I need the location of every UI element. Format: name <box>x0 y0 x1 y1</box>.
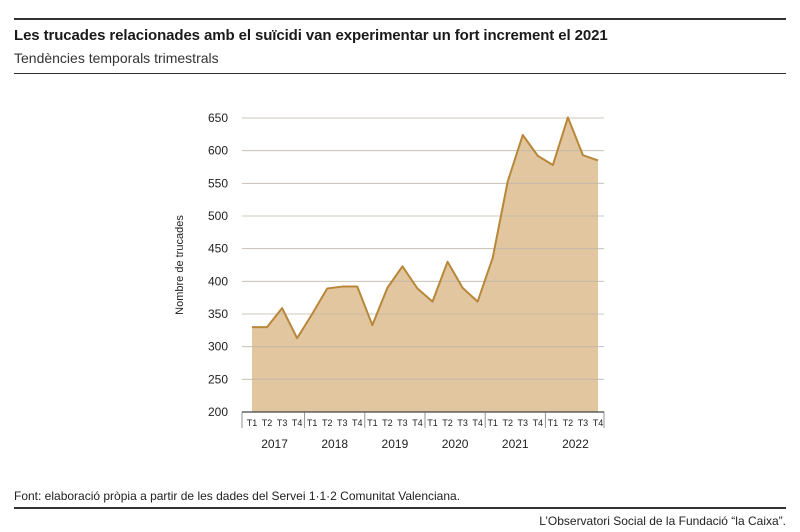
x-tick-quarter: T4 <box>593 418 604 428</box>
x-tick-quarter: T3 <box>397 418 408 428</box>
y-tick-label: 200 <box>208 405 228 419</box>
x-tick-quarter: T2 <box>502 418 513 428</box>
x-tick-quarter: T2 <box>442 418 453 428</box>
x-tick-quarter: T1 <box>548 418 559 428</box>
x-tick-quarter: T3 <box>337 418 348 428</box>
y-tick-label: 250 <box>208 372 228 386</box>
x-tick-quarter: T1 <box>427 418 438 428</box>
y-tick-label: 350 <box>208 307 228 321</box>
y-tick-label: 300 <box>208 340 228 354</box>
x-tick-quarter: T2 <box>382 418 393 428</box>
top-rule <box>14 18 786 20</box>
x-tick-quarter: T3 <box>457 418 468 428</box>
area-fill <box>252 117 598 412</box>
x-tick-year-2021: 2021 <box>502 437 529 451</box>
x-tick-quarter: T3 <box>277 418 288 428</box>
x-tick-quarter: T4 <box>292 418 303 428</box>
x-tick-quarter: T4 <box>352 418 363 428</box>
source-note: Font: elaboració pròpia a partir de les … <box>14 489 461 503</box>
x-tick-quarter: T1 <box>307 418 318 428</box>
x-tick-quarter: T4 <box>412 418 423 428</box>
x-tick-year-2022: 2022 <box>562 437 589 451</box>
x-tick-quarter: T2 <box>322 418 333 428</box>
y-tick-label: 450 <box>208 242 228 256</box>
footer-rule <box>14 507 786 509</box>
chart-subtitle: Tendències temporals trimestrals <box>14 50 219 66</box>
x-tick-year-2017: 2017 <box>261 437 288 451</box>
y-tick-label: 650 <box>208 111 228 125</box>
x-tick-year-2020: 2020 <box>442 437 469 451</box>
x-tick-quarter: T3 <box>518 418 529 428</box>
x-tick-quarter: T2 <box>563 418 574 428</box>
x-tick-year-2019: 2019 <box>382 437 409 451</box>
x-tick-quarter: T1 <box>247 418 258 428</box>
y-axis-title: Nombre de trucades <box>174 215 186 315</box>
x-tick-quarter: T4 <box>533 418 544 428</box>
series-line <box>252 116 599 340</box>
y-tick-label: 600 <box>208 144 228 158</box>
x-tick-quarter: T4 <box>472 418 483 428</box>
credit-note: L’Observatori Social de la Fundació “la … <box>539 514 786 528</box>
x-tick-quarter: T2 <box>262 418 273 428</box>
y-tick-label: 500 <box>208 209 228 223</box>
x-tick-quarter: T1 <box>367 418 378 428</box>
chart-title: Les trucades relacionades amb el suïcidi… <box>14 27 608 44</box>
header-rule <box>14 73 786 74</box>
x-tick-quarter: T1 <box>487 418 498 428</box>
y-tick-label: 400 <box>208 274 228 288</box>
x-tick-quarter: T3 <box>578 418 589 428</box>
x-tick-year-2018: 2018 <box>321 437 348 451</box>
y-tick-label: 550 <box>208 176 228 190</box>
